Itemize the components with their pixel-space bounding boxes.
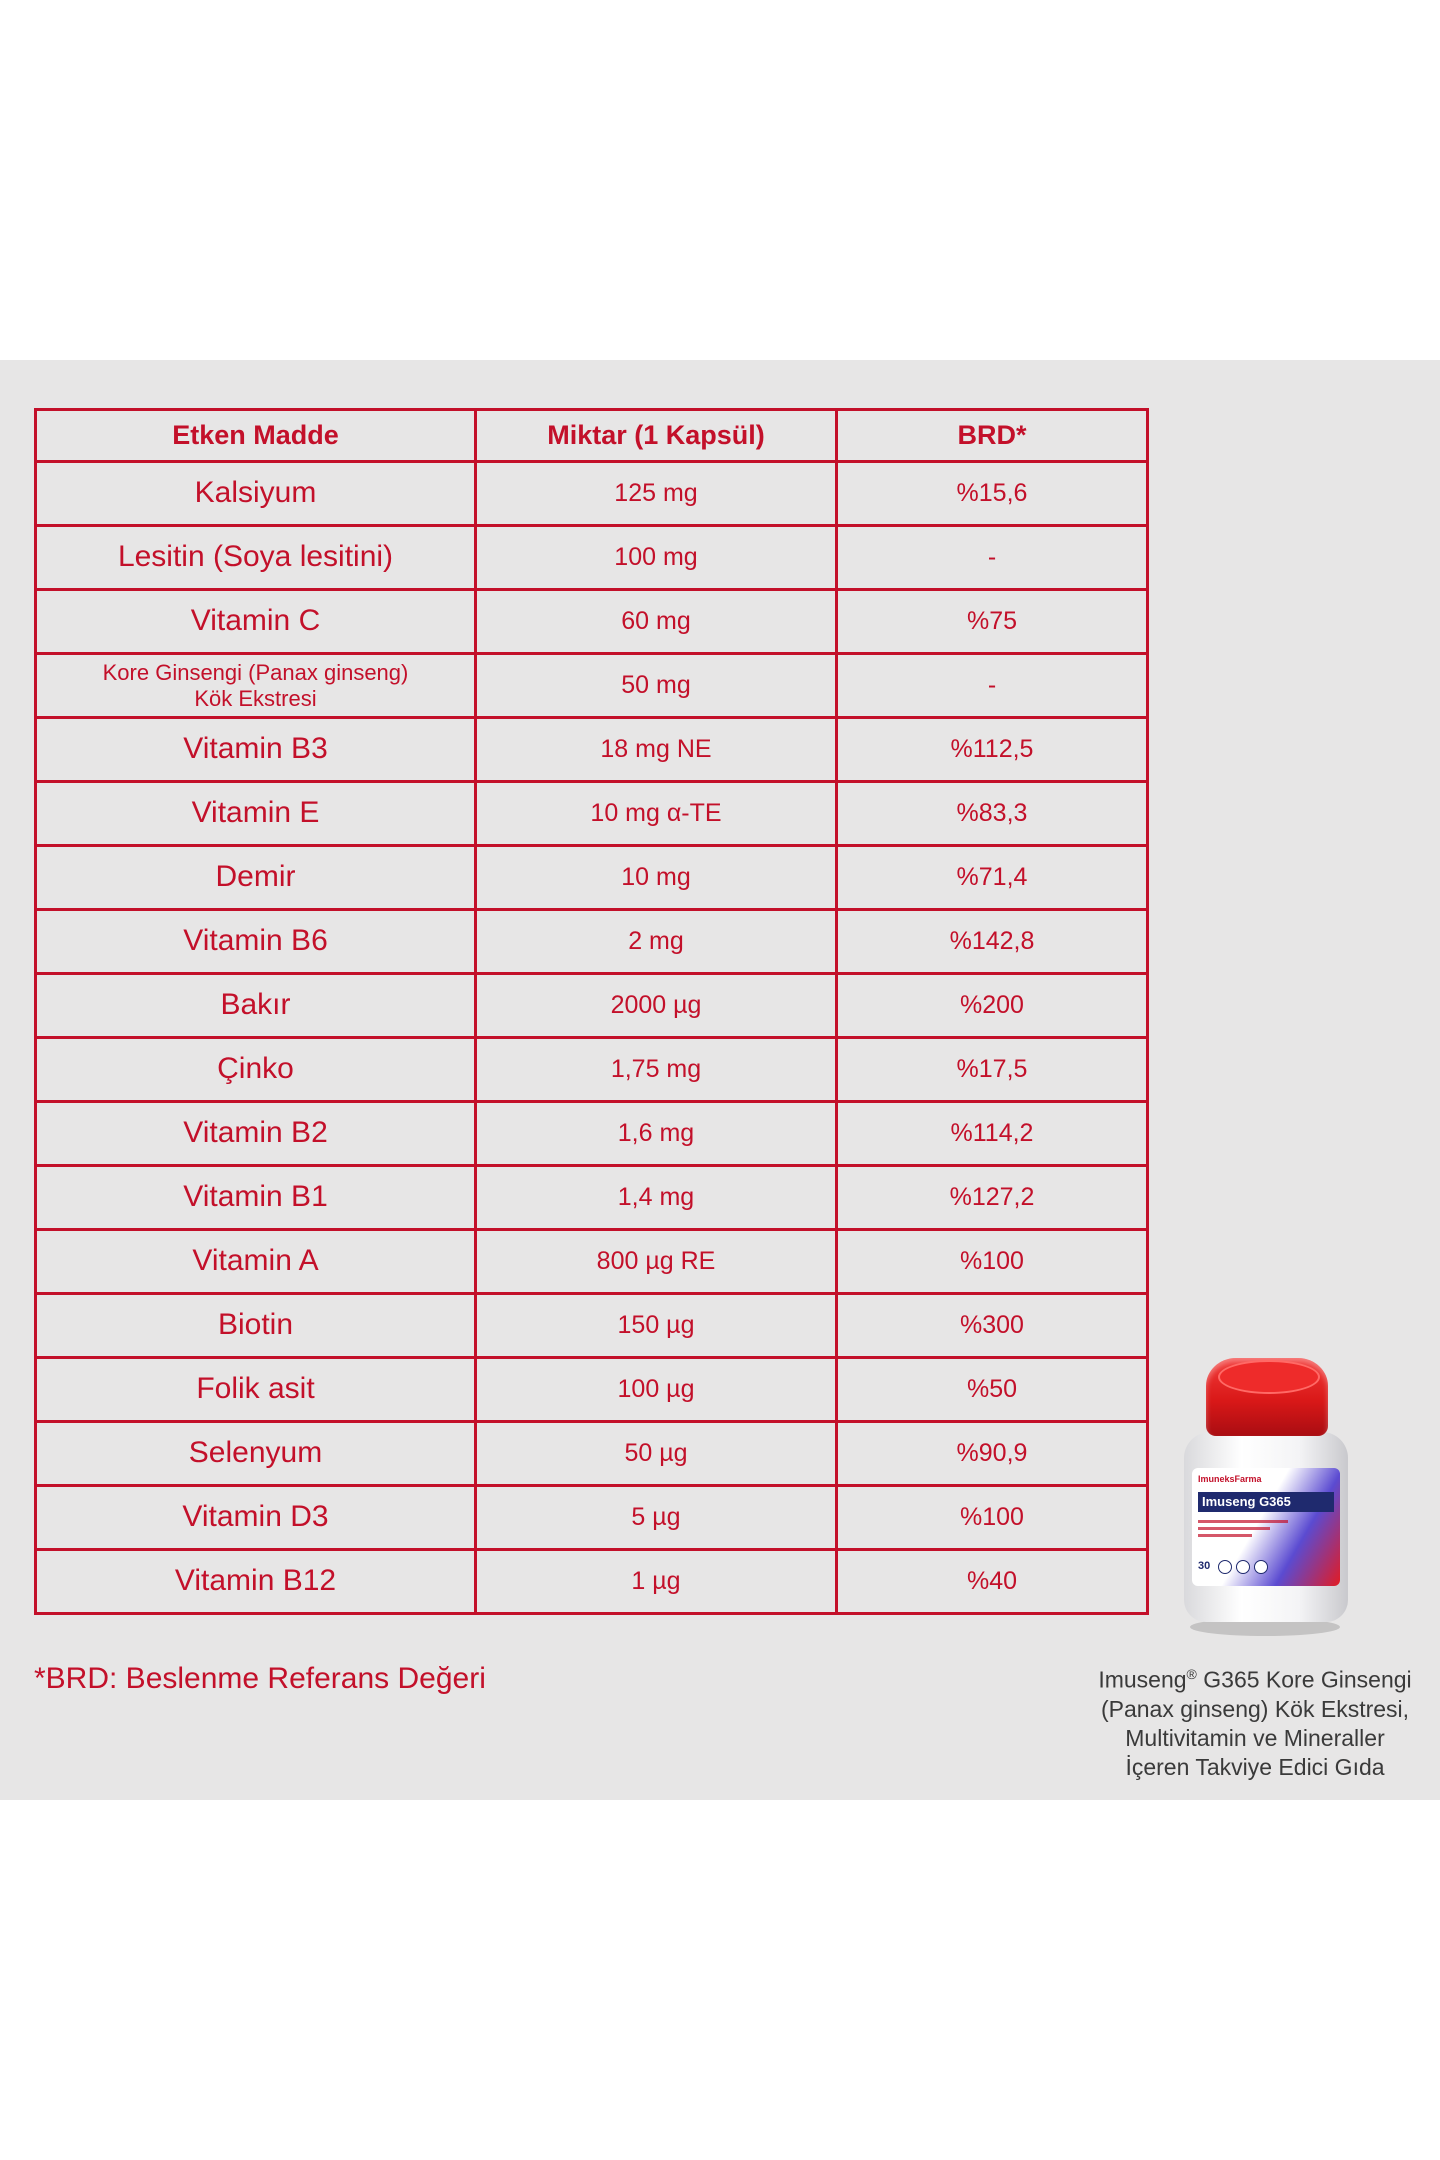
ingredient-amount: 1 µg [474, 1548, 838, 1615]
ingredient-amount: 10 mg [474, 844, 838, 911]
ingredient-name: Demir [34, 844, 477, 911]
table-row: Vitamin B3 18 mg NE %112,5 [34, 716, 1149, 783]
ingredient-amount: 10 mg α-TE [474, 780, 838, 847]
table-row: Vitamin D3 5 µg %100 [34, 1484, 1149, 1551]
bottle-shadow [1190, 1618, 1340, 1636]
table-header-row: Etken Madde Miktar (1 Kapsül) BRD* [34, 408, 1149, 463]
ingredient-amount: 100 mg [474, 524, 838, 591]
ingredient-amount: 150 µg [474, 1292, 838, 1359]
ingredient-amount: 2000 µg [474, 972, 838, 1039]
ingredient-amount: 2 mg [474, 908, 838, 975]
ingredient-amount: 800 µg RE [474, 1228, 838, 1295]
ingredient-name: Çinko [34, 1036, 477, 1103]
ingredient-amount: 1,6 mg [474, 1100, 838, 1167]
table-row: Vitamin B1 1,4 mg %127,2 [34, 1164, 1149, 1231]
ingredient-name: Vitamin B6 [34, 908, 477, 975]
ingredient-brd: - [835, 652, 1149, 719]
ingredient-name: Folik asit [34, 1356, 477, 1423]
ingredient-name: Kore Ginsengi (Panax ginseng) Kök Ekstre… [34, 652, 477, 719]
ingredient-name: Vitamin B1 [34, 1164, 477, 1231]
caption-line-4: İçeren Takviye Edici Gıda [1125, 1753, 1385, 1780]
ingredient-name: Vitamin A [34, 1228, 477, 1295]
table-row: Vitamin B6 2 mg %142,8 [34, 908, 1149, 975]
caption-line-3: Multivitamin ve Mineraller [1125, 1724, 1385, 1751]
bottle-cap [1206, 1358, 1328, 1436]
product-caption: Imuseng® G365 Kore Ginsengi (Panax ginse… [1080, 1660, 1430, 1782]
header-ingredient: Etken Madde [34, 408, 477, 463]
ingredient-amount: 100 µg [474, 1356, 838, 1423]
ingredient-brd: %40 [835, 1548, 1149, 1615]
ingredient-brd: %50 [835, 1356, 1149, 1423]
ingredient-brd: %142,8 [835, 908, 1149, 975]
table-row: Demir 10 mg %71,4 [34, 844, 1149, 911]
bottle-cap-top [1218, 1360, 1320, 1394]
bottle-label: ImuneksFarma Imuseng G365 30 [1192, 1468, 1340, 1586]
ingredient-amount: 125 mg [474, 460, 838, 527]
table-row: Vitamin A 800 µg RE %100 [34, 1228, 1149, 1295]
ingredient-amount: 1,4 mg [474, 1164, 838, 1231]
caption-line-1: Imuseng® G365 Kore Ginsengi [1080, 1660, 1430, 1695]
ingredient-name: Vitamin C [34, 588, 477, 655]
ingredient-brd: %114,2 [835, 1100, 1149, 1167]
ingredient-name: Vitamin B3 [34, 716, 477, 783]
ingredient-brd: %100 [835, 1228, 1149, 1295]
caption-line-2: (Panax ginseng) Kök Ekstresi, [1100, 1695, 1410, 1722]
ingredient-brd: %15,6 [835, 460, 1149, 527]
ingredient-name: Vitamin D3 [34, 1484, 477, 1551]
ingredient-brd: %83,3 [835, 780, 1149, 847]
ingredient-brd: %17,5 [835, 1036, 1149, 1103]
ingredient-amount: 18 mg NE [474, 716, 838, 783]
product-bottle-image: ImuneksFarma Imuseng G365 30 [1170, 1350, 1360, 1650]
ingredient-brd: %300 [835, 1292, 1149, 1359]
ingredient-name: Kalsiyum [34, 460, 477, 527]
label-text-lines [1198, 1520, 1288, 1541]
table-row: Vitamin B2 1,6 mg %114,2 [34, 1100, 1149, 1167]
header-brd: BRD* [835, 408, 1149, 463]
table-row: Selenyum 50 µg %90,9 [34, 1420, 1149, 1487]
table-row: Kore Ginsengi (Panax ginseng) Kök Ekstre… [34, 652, 1149, 719]
ingredient-brd: %75 [835, 588, 1149, 655]
ingredient-name: Selenyum [34, 1420, 477, 1487]
caption-line-1-rest: G365 Kore Ginsengi [1196, 1666, 1412, 1693]
label-product-name: Imuseng G365 [1198, 1492, 1334, 1512]
table-row: Vitamin E 10 mg α-TE %83,3 [34, 780, 1149, 847]
ingredient-name: Vitamin E [34, 780, 477, 847]
ingredient-brd: %90,9 [835, 1420, 1149, 1487]
ingredient-amount: 50 µg [474, 1420, 838, 1487]
label-capsule-count: 30 [1198, 1560, 1211, 1572]
ingredient-name: Biotin [34, 1292, 477, 1359]
ingredient-brd: %71,4 [835, 844, 1149, 911]
ingredient-amount: 50 mg [474, 652, 838, 719]
table-row: Biotin 150 µg %300 [34, 1292, 1149, 1359]
ingredient-name-line1: Kore Ginsengi (Panax ginseng) [102, 660, 409, 686]
ingredient-amount: 60 mg [474, 588, 838, 655]
brd-footnote: *BRD: Beslenme Referans Değeri [34, 1662, 486, 1695]
ingredient-name: Vitamin B12 [34, 1548, 477, 1615]
bottle-body: ImuneksFarma Imuseng G365 30 [1184, 1432, 1348, 1622]
table-row: Vitamin C 60 mg %75 [34, 588, 1149, 655]
ingredient-name: Bakır [34, 972, 477, 1039]
ingredient-brd: %200 [835, 972, 1149, 1039]
ingredient-name-line2: Kök Ekstresi [194, 685, 317, 711]
ingredient-brd: %112,5 [835, 716, 1149, 783]
ingredient-amount: 5 µg [474, 1484, 838, 1551]
table-row: Bakır 2000 µg %200 [34, 972, 1149, 1039]
ingredient-brd: %100 [835, 1484, 1149, 1551]
ingredient-brd: - [835, 524, 1149, 591]
ingredient-brd: %127,2 [835, 1164, 1149, 1231]
ingredient-name: Vitamin B2 [34, 1100, 477, 1167]
table-row: Lesitin (Soya lesitini) 100 mg - [34, 524, 1149, 591]
table-row: Çinko 1,75 mg %17,5 [34, 1036, 1149, 1103]
nutrition-table: Etken Madde Miktar (1 Kapsül) BRD* Kalsi… [34, 408, 1149, 1615]
ingredient-name: Lesitin (Soya lesitini) [34, 524, 477, 591]
label-brand-text: ImuneksFarma [1198, 1474, 1262, 1484]
caption-brand: Imuseng [1098, 1666, 1187, 1693]
registered-mark: ® [1186, 1666, 1197, 1682]
label-badge-icons [1218, 1560, 1272, 1579]
ingredient-amount: 1,75 mg [474, 1036, 838, 1103]
table-row: Kalsiyum 125 mg %15,6 [34, 460, 1149, 527]
header-amount: Miktar (1 Kapsül) [474, 408, 838, 463]
table-row: Folik asit 100 µg %50 [34, 1356, 1149, 1423]
table-row: Vitamin B12 1 µg %40 [34, 1548, 1149, 1615]
